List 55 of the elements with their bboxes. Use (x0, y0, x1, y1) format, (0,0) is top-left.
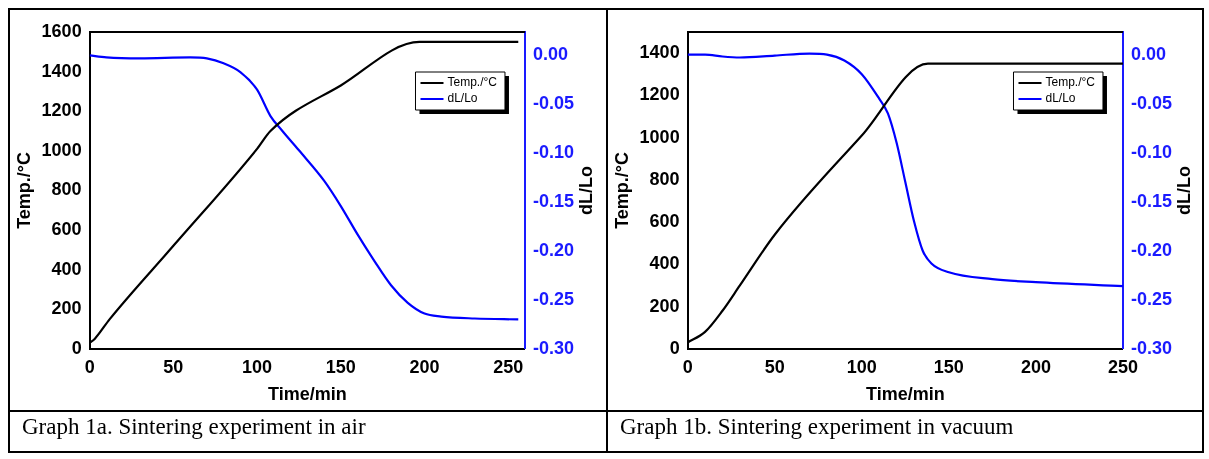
legend-label: dL/Lo (1045, 91, 1076, 106)
x-tick-label: 100 (846, 356, 877, 377)
x-axis-title: Time/min (865, 384, 945, 405)
x-tick-label: 200 (409, 356, 440, 377)
y2-tick-label: -0.20 (1130, 239, 1172, 260)
x-tick-label: 200 (1020, 356, 1051, 377)
x-axis-title: Time/min (267, 384, 347, 405)
y-tick-label: 600 (649, 211, 680, 232)
caption: Graph 1b. Sintering experiment in vacuum (608, 410, 1204, 440)
y-tick-label: 200 (51, 298, 82, 319)
x-tick-label: 150 (325, 356, 356, 377)
y-tick-label: 1200 (639, 84, 680, 105)
legend-label: Temp./°C (1045, 75, 1096, 90)
legend-label: Temp./°C (447, 75, 498, 90)
y-tick-label: 1000 (41, 139, 82, 160)
y2-axis-title: dL/Lo (1173, 165, 1194, 215)
y-axis-title: Temp./°C (13, 151, 34, 229)
y2-tick-label: -0.20 (532, 239, 574, 260)
x-tick-label: 0 (84, 356, 95, 377)
y2-tick-label: -0.15 (1130, 190, 1172, 211)
y2-tick-label: 0.00 (1130, 43, 1167, 64)
y-tick-label: 0 (669, 337, 680, 358)
y-axis-title: Temp./°C (611, 151, 632, 229)
y-tick-label: 600 (51, 218, 82, 239)
caption: Graph 1a. Sintering experiment in air (10, 410, 606, 440)
legend-label: dL/Lo (447, 91, 478, 106)
y-tick-label: 200 (649, 295, 680, 316)
y-tick-label: 0 (71, 337, 82, 358)
y2-tick-label: -0.05 (1130, 92, 1172, 113)
y-tick-label: 800 (649, 168, 680, 189)
x-tick-label: 150 (933, 356, 964, 377)
y2-tick-label: -0.30 (1130, 337, 1172, 358)
y2-tick-label: -0.15 (532, 191, 574, 212)
x-tick-label: 250 (1107, 356, 1138, 377)
y-tick-label: 1400 (41, 60, 82, 81)
y-tick-label: 400 (649, 253, 680, 274)
x-tick-label: 250 (493, 356, 524, 377)
y-tick-label: 1400 (639, 42, 680, 63)
y2-tick-label: -0.10 (1130, 141, 1172, 162)
x-tick-label: 50 (764, 356, 785, 377)
y2-tick-label: -0.25 (532, 288, 574, 309)
y-tick-label: 1000 (639, 126, 680, 147)
y-tick-label: 800 (51, 179, 82, 200)
y2-axis-title: dL/Lo (575, 165, 596, 215)
y2-tick-label: -0.05 (532, 93, 574, 114)
x-tick-label: 100 (242, 356, 273, 377)
y2-tick-label: -0.25 (1130, 288, 1172, 309)
x-tick-label: 0 (682, 356, 693, 377)
y-tick-label: 1600 (41, 20, 82, 41)
y2-tick-label: 0.00 (532, 44, 569, 65)
x-tick-label: 50 (163, 356, 184, 377)
y2-tick-label: -0.10 (532, 142, 574, 163)
y-tick-label: 1200 (41, 100, 82, 121)
y-tick-label: 400 (51, 258, 82, 279)
y2-tick-label: -0.30 (532, 337, 574, 358)
